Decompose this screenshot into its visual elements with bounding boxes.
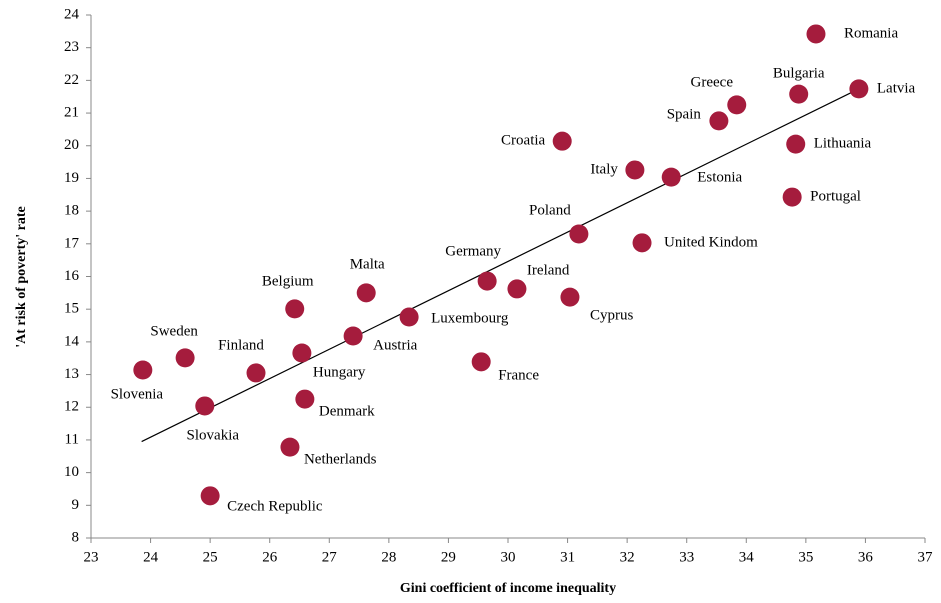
point [175,348,195,368]
x-tick-label: 35 [798,549,813,565]
y-tick-label: 24 [64,6,80,22]
point-label: Netherlands [304,452,377,468]
point [280,437,300,457]
point [727,95,747,115]
y-tick-label: 8 [72,529,80,545]
y-tick-label: 10 [64,464,79,480]
y-tick-label: 22 [64,72,79,88]
point-label: Estonia [697,170,742,186]
point [625,160,645,180]
y-tick-label: 19 [64,170,79,186]
point [133,360,153,380]
point [632,233,652,253]
point-label: Portugal [810,189,861,205]
y-axis-title: 'At risk of poverty' rate [14,206,29,348]
y-tick-label: 9 [72,497,80,513]
x-tick-label: 36 [858,549,874,565]
x-tick-label: 30 [501,549,516,565]
x-tick-label: 31 [560,549,575,565]
y-tick-label: 15 [64,301,79,317]
point-label: United Kindom [664,234,758,250]
point [399,307,419,327]
point-label: Austria [373,337,418,353]
point-label: Hungary [313,364,366,380]
point [295,389,315,409]
point [560,287,580,307]
x-tick-label: 29 [441,549,456,565]
point-label: Spain [667,106,702,122]
point-label: Sweden [150,323,198,339]
point [789,84,809,104]
point [661,167,681,187]
point [786,134,806,154]
point-label: Latvia [877,80,916,96]
x-tick-label: 33 [679,549,694,565]
y-tick-label: 14 [64,333,80,349]
point-label: Germany [445,244,501,260]
point-label: Slovakia [187,427,240,443]
y-tick-label: 17 [64,235,80,251]
point [569,224,589,244]
point-label: Slovenia [111,386,164,402]
point [195,396,215,416]
point [849,79,869,99]
y-tick-label: 18 [64,203,79,219]
point-label: Belgium [262,273,314,289]
point-label: Malta [350,256,385,272]
x-tick-label: 32 [620,549,635,565]
x-tick-label: 25 [203,549,218,565]
y-tick-label: 20 [64,137,79,153]
point-label: Greece [691,74,734,90]
point-label: Cyprus [590,308,634,324]
x-tick-label: 37 [918,549,934,565]
point [782,187,802,207]
y-tick-label: 21 [64,105,79,121]
point [343,326,363,346]
point [285,299,305,319]
point-label: Czech Republic [227,498,323,514]
x-tick-label: 27 [322,549,338,565]
y-tick-label: 11 [65,431,79,447]
point [471,352,491,372]
point [507,279,527,299]
y-tick-label: 16 [64,268,80,284]
y-tick-label: 13 [64,366,79,382]
x-tick-label: 34 [739,549,755,565]
point-label: France [498,367,539,383]
point-label: Denmark [319,404,375,420]
point [356,283,376,303]
point-label: Lithuania [814,136,872,152]
point [709,111,729,131]
point [806,24,826,44]
y-tick-label: 23 [64,39,79,55]
point [200,486,220,506]
point-label: Poland [529,202,571,218]
point-label: Romania [844,25,898,41]
point-label: Italy [590,161,618,177]
point-label: Ireland [527,262,570,278]
x-axis-title: Gini coefficient of income inequality [400,581,616,596]
trendline [141,88,860,443]
point-label: Bulgaria [773,66,825,82]
point-label: Luxembourg [431,310,509,326]
point [552,131,572,151]
x-tick-label: 23 [84,549,99,565]
point [292,343,312,363]
point-label: Croatia [501,133,545,149]
point [477,271,497,291]
x-tick-label: 24 [143,549,159,565]
x-tick-label: 28 [381,549,396,565]
y-tick-label: 12 [64,399,79,415]
point [246,363,266,383]
x-tick-label: 26 [262,549,278,565]
point-label: Finland [218,337,264,353]
